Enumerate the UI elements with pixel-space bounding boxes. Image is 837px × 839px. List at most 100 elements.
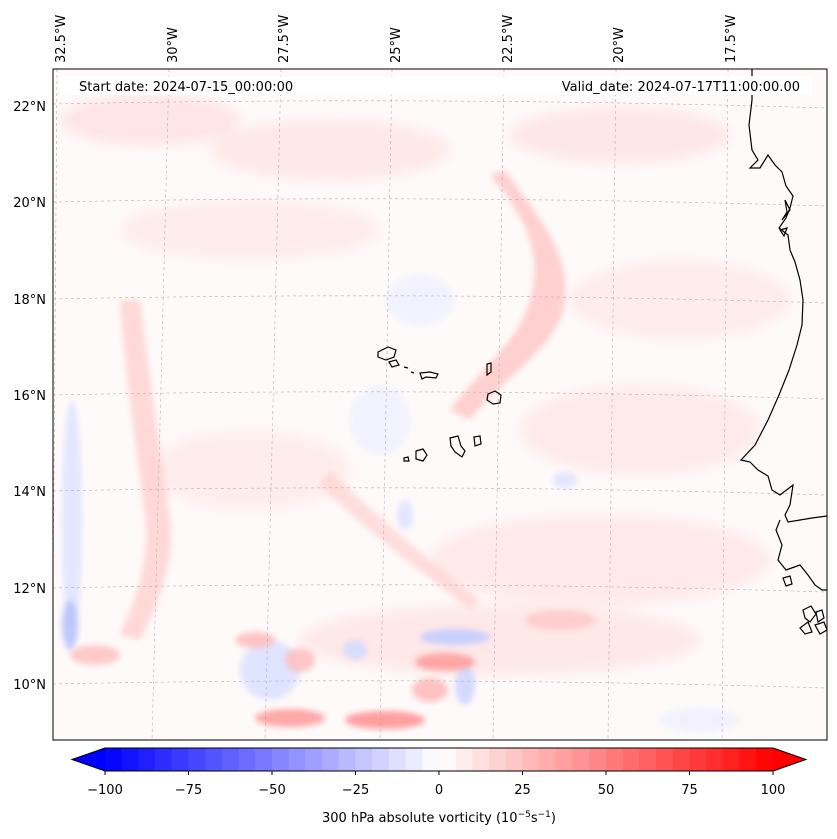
- colorbar-cell: [355, 748, 373, 771]
- colorbar-cells: [105, 748, 774, 771]
- date-labels: Start date: 2024-07-15_00:00:00 Valid_da…: [60, 76, 812, 95]
- lat-label: 16°N: [13, 389, 46, 404]
- island-santo-antao: [377, 346, 397, 361]
- colorbar-cell: [388, 748, 406, 771]
- island-santiago: [449, 435, 466, 458]
- colorbar-cell: [272, 748, 290, 771]
- lat-label: 10°N: [13, 678, 46, 693]
- colorbar-cell: [672, 748, 690, 771]
- lat-label: 18°N: [13, 293, 46, 308]
- positive-vorticity-band: [120, 170, 566, 640]
- colorbar-cell: [606, 748, 624, 771]
- colorbar-cell: [455, 748, 473, 771]
- colorbar-tick-label: −50: [258, 783, 285, 798]
- colorbar-cell: [305, 748, 323, 771]
- colorbar-cell: [622, 748, 640, 771]
- colorbar-tick-label: −25: [342, 783, 369, 798]
- lon-label: 27.5°W: [277, 15, 292, 63]
- colorbar: −100 −75 −50 −25 0 25 50 75 100 300 hPa absolute…: [70, 747, 808, 826]
- colorbar-cell: [322, 748, 340, 771]
- negative-vorticity: [62, 275, 740, 732]
- colorbar-label: 300 hPa absolute vorticity (10−5s−1): [322, 810, 556, 826]
- colorbar-label-exp2: −1: [538, 810, 551, 820]
- colorbar-tick-label: 50: [598, 783, 615, 798]
- lat-label: 22°N: [13, 100, 46, 115]
- colorbar-cell: [221, 748, 239, 771]
- strong-positive-vorticity: [70, 610, 595, 729]
- island-fogo: [415, 448, 428, 462]
- colorbar-cell: [472, 748, 490, 771]
- colorbar-tick-label: 25: [514, 783, 531, 798]
- lon-label: 20°W: [612, 27, 627, 63]
- longitude-labels: 32.5°W 30°W 27.5°W 25°W 22.5°W 20°W 17.5…: [54, 15, 739, 63]
- colorbar-cell: [706, 748, 724, 771]
- date-label-background: [60, 76, 812, 95]
- island-sao-vicente: [388, 359, 400, 368]
- colorbar-cell: [505, 748, 523, 771]
- colorbar-cell: [238, 748, 256, 771]
- colorbar-cell: [155, 748, 173, 771]
- cape-verde-islands: [377, 346, 502, 462]
- island-sal: [486, 362, 492, 377]
- colorbar-cell: [439, 748, 457, 771]
- colorbar-cell: [405, 748, 423, 771]
- colorbar-cell: [105, 748, 123, 771]
- lon-label: 17.5°W: [724, 15, 739, 63]
- colorbar-cell: [589, 748, 607, 771]
- coast-guinea: [775, 519, 827, 591]
- colorbar-cell: [188, 748, 206, 771]
- island-maio: [473, 435, 482, 447]
- colorbar-ticks: −100 −75 −50 −25 0 25 50 75 100: [87, 771, 785, 798]
- lon-label: 22.5°W: [501, 15, 516, 63]
- colorbar-cell: [689, 748, 707, 771]
- colorbar-max-extension: [773, 748, 806, 771]
- island-brava: [403, 456, 410, 462]
- colorbar-cell: [372, 748, 390, 771]
- lon-label: 32.5°W: [54, 15, 69, 63]
- colorbar-cell: [739, 748, 757, 771]
- map-panel: Start date: 2024-07-15_00:00:00 Valid_da…: [52, 68, 828, 741]
- positive-vorticity-broad: [60, 95, 790, 675]
- colorbar-cell: [171, 748, 189, 771]
- colorbar-cell: [756, 748, 774, 771]
- lat-label: 12°N: [13, 582, 46, 597]
- colorbar-min-extension: [72, 748, 105, 771]
- colorbar-tick-label: −100: [87, 783, 123, 798]
- start-date-label: Start date: 2024-07-15_00:00:00: [79, 80, 293, 95]
- colorbar-cell: [255, 748, 273, 771]
- colorbar-cell: [555, 748, 573, 771]
- colorbar-tick-label: 0: [435, 783, 443, 798]
- colorbar-tick-label: 100: [761, 783, 786, 798]
- colorbar-cell: [722, 748, 740, 771]
- colorbar-cell: [539, 748, 557, 771]
- colorbar-label-suffix: ): [551, 811, 556, 826]
- colorbar-label-mid: s: [531, 811, 538, 826]
- african-coastline: [739, 69, 827, 523]
- vorticity-field: [60, 95, 790, 732]
- valid-date-label: Valid_date: 2024-07-17T11:00:00.00: [562, 80, 800, 95]
- island-santa-luzia: [403, 366, 409, 369]
- island-sao-nicolau: [419, 371, 439, 380]
- colorbar-cell: [138, 748, 156, 771]
- latitude-labels: 22°N 20°N 18°N 16°N 14°N 12°N 10°N: [13, 100, 46, 693]
- colorbar-tick-label: −75: [175, 783, 202, 798]
- colorbar-cell: [338, 748, 356, 771]
- colorbar-cell: [522, 748, 540, 771]
- colorbar-label-prefix: 300 hPa absolute vorticity (10: [322, 811, 518, 826]
- colorbar-cell: [572, 748, 590, 771]
- colorbar-cell: [656, 748, 674, 771]
- lat-label: 20°N: [13, 196, 46, 211]
- graticule: [53, 69, 827, 740]
- colorbar-label-exp1: −5: [518, 810, 531, 820]
- coastlines: [739, 69, 827, 635]
- colorbar-cell: [121, 748, 139, 771]
- lat-label: 14°N: [13, 485, 46, 500]
- map-frame: [52, 68, 828, 741]
- colorbar-cell: [639, 748, 657, 771]
- colorbar-cell: [422, 748, 440, 771]
- colorbar-cell: [489, 748, 507, 771]
- colorbar-tick-label: 75: [681, 783, 698, 798]
- colorbar-cell: [205, 748, 223, 771]
- lon-label: 30°W: [166, 27, 181, 63]
